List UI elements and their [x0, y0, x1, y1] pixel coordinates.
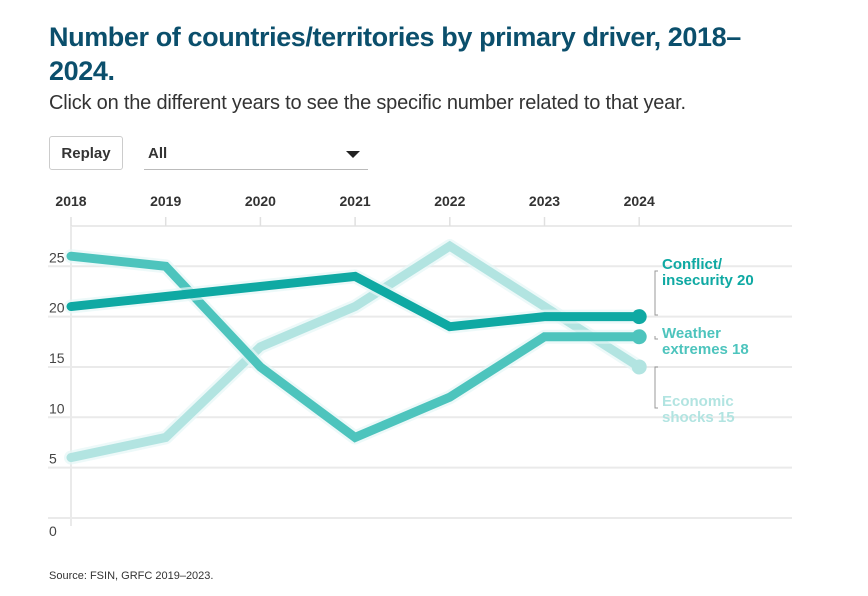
y-tick-label: 0: [49, 523, 57, 539]
source-note: Source: FSIN, GRFC 2019–2023.: [49, 570, 214, 582]
series-end-dot: [631, 359, 647, 375]
series-label-line: insecurity 20: [662, 272, 754, 289]
label-bracket-economic: [654, 366, 658, 409]
y-tick-label: 10: [49, 400, 65, 416]
replay-button[interactable]: Replay: [49, 136, 123, 170]
year-label-2020[interactable]: 2020: [245, 193, 276, 209]
chart-subtitle: Click on the different years to see the …: [49, 92, 686, 114]
series-end-dot: [631, 329, 647, 345]
series-end-dot: [631, 309, 647, 325]
series-select[interactable]: All: [144, 138, 368, 170]
year-label-2022[interactable]: 2022: [434, 193, 465, 209]
series-label-line: Conflict/: [662, 256, 723, 273]
y-tick-label: 25: [49, 249, 65, 265]
year-label-2024[interactable]: 2024: [624, 193, 655, 209]
series-label-line: extremes 18: [662, 341, 749, 358]
year-label-2023[interactable]: 2023: [529, 193, 560, 209]
year-label-2018[interactable]: 2018: [55, 193, 86, 209]
series-label-line: Economic: [662, 393, 734, 410]
series-label-line: shocks 15: [662, 409, 735, 426]
label-bracket-conflict: [654, 270, 658, 316]
select-value: All: [148, 145, 168, 162]
chart-title: Number of countries/territories by prima…: [49, 22, 741, 86]
year-label-2021[interactable]: 2021: [340, 193, 371, 209]
series-line-conflict-insecurity[interactable]: [66, 271, 644, 332]
series-label-line: Weather: [662, 325, 721, 342]
series-line-economic-shocks[interactable]: [66, 240, 644, 463]
label-bracket-weather: [654, 336, 658, 340]
year-label-2019[interactable]: 2019: [150, 193, 181, 209]
chevron-down-icon: [346, 151, 360, 158]
y-tick-label: 5: [49, 451, 57, 467]
y-tick-label: 15: [49, 350, 65, 366]
series-line-weather-extremes[interactable]: [66, 251, 644, 443]
y-tick-label: 20: [49, 300, 65, 316]
